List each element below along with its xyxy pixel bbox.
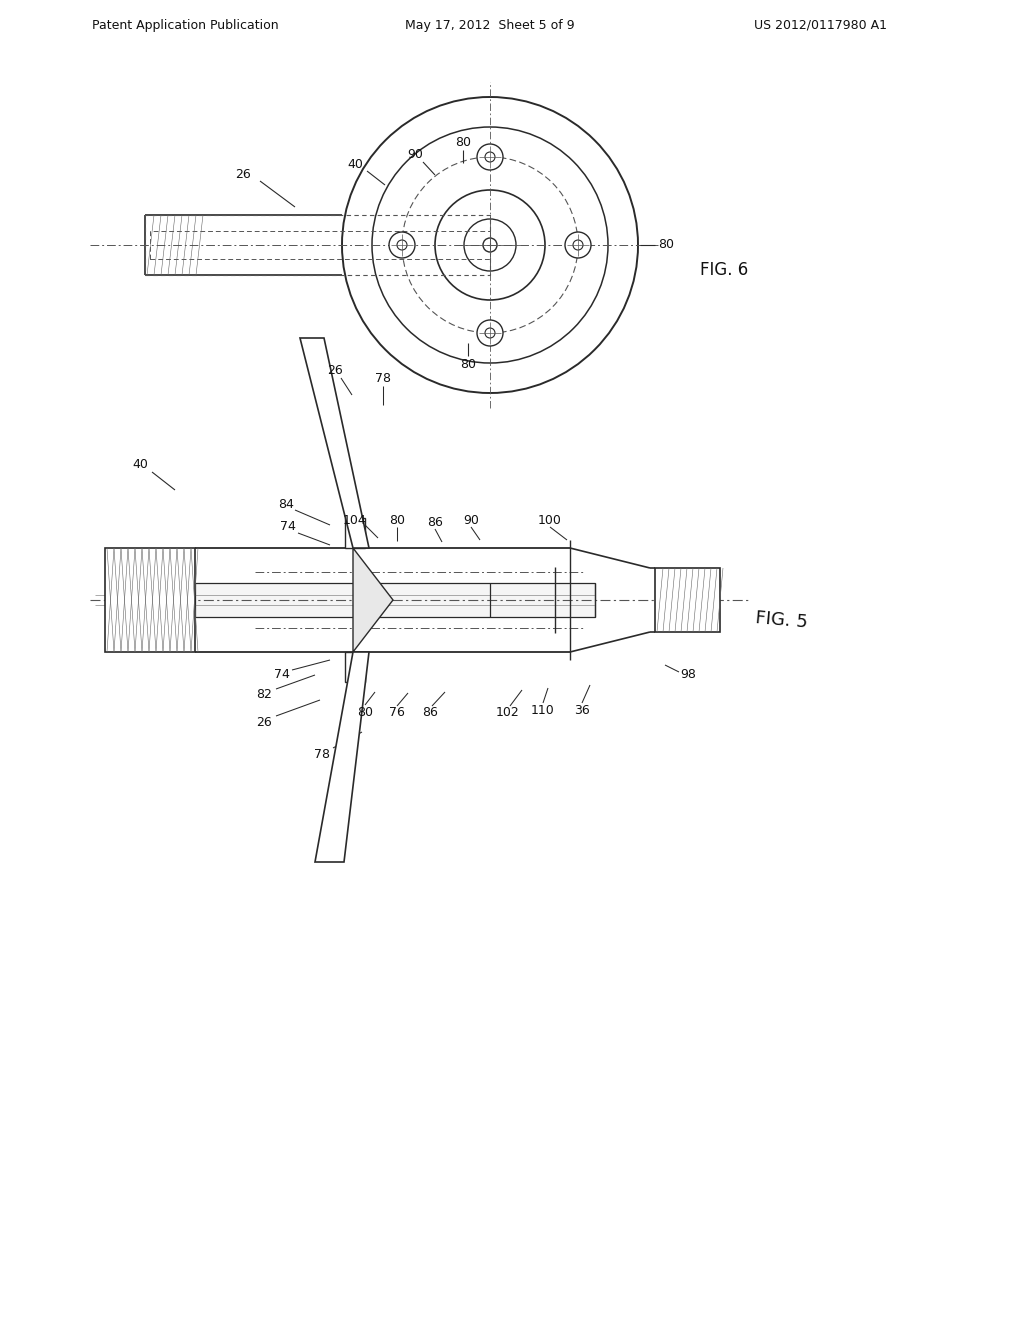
Text: 74: 74 — [274, 668, 290, 681]
Text: May 17, 2012  Sheet 5 of 9: May 17, 2012 Sheet 5 of 9 — [406, 18, 574, 32]
Text: 40: 40 — [347, 158, 362, 172]
Text: 80: 80 — [389, 513, 406, 527]
Text: 40: 40 — [132, 458, 147, 471]
Bar — [105, 548, 195, 652]
Bar — [145, 215, 490, 275]
Text: 86: 86 — [427, 516, 443, 528]
Text: 90: 90 — [408, 149, 423, 161]
Text: FIG. 5: FIG. 5 — [755, 609, 809, 631]
Text: 76: 76 — [389, 706, 404, 719]
Polygon shape — [315, 652, 369, 862]
Text: 80: 80 — [460, 359, 476, 371]
Text: 36: 36 — [574, 704, 590, 717]
Text: 26: 26 — [236, 169, 251, 181]
Text: 110: 110 — [531, 704, 555, 717]
Polygon shape — [300, 338, 369, 548]
Text: 90: 90 — [463, 513, 479, 527]
Text: 26: 26 — [256, 715, 272, 729]
Circle shape — [485, 327, 495, 338]
Polygon shape — [353, 548, 393, 652]
Text: 80: 80 — [658, 239, 674, 252]
Text: 98: 98 — [680, 668, 696, 681]
Text: 100: 100 — [538, 513, 562, 527]
Bar — [150, 231, 490, 259]
Text: 80: 80 — [357, 705, 373, 718]
Text: 80: 80 — [455, 136, 471, 149]
Text: Patent Application Publication: Patent Application Publication — [92, 18, 279, 32]
Circle shape — [389, 232, 415, 257]
Text: FIG. 6: FIG. 6 — [700, 261, 749, 279]
Text: US 2012/0117980 A1: US 2012/0117980 A1 — [754, 18, 887, 32]
Text: 74: 74 — [280, 520, 296, 533]
Circle shape — [397, 240, 407, 249]
Text: 78: 78 — [314, 748, 330, 762]
Text: 82: 82 — [256, 689, 272, 701]
Bar — [345, 652, 365, 682]
Circle shape — [565, 232, 591, 257]
Bar — [655, 568, 720, 632]
Text: 26: 26 — [327, 363, 343, 376]
Bar — [195, 583, 595, 616]
Circle shape — [477, 144, 503, 170]
Bar — [345, 517, 365, 548]
Circle shape — [477, 319, 503, 346]
Text: 78: 78 — [375, 371, 391, 384]
Text: 102: 102 — [496, 706, 520, 719]
Text: 104: 104 — [343, 513, 367, 527]
Text: 84: 84 — [279, 499, 294, 511]
Text: 86: 86 — [422, 706, 438, 719]
Circle shape — [573, 240, 583, 249]
Circle shape — [485, 152, 495, 162]
